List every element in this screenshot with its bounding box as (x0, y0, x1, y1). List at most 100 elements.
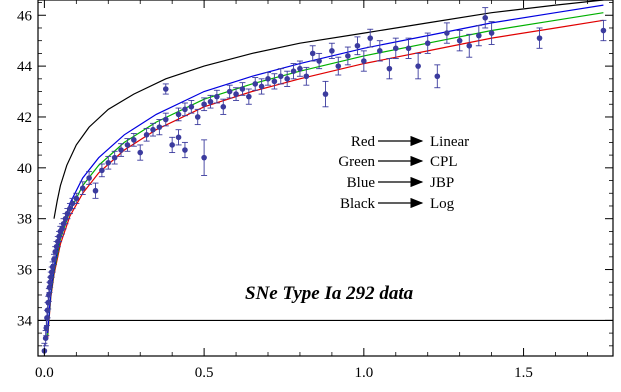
data-marker (482, 14, 489, 21)
data-marker (201, 154, 207, 161)
data-point (156, 119, 163, 136)
data-point (201, 97, 208, 112)
data-points-layer (41, 7, 607, 356)
data-point (162, 112, 169, 127)
data-point (92, 182, 99, 199)
data-point (175, 129, 182, 146)
data-marker (169, 142, 175, 148)
data-marker (309, 50, 316, 57)
data-marker (303, 73, 310, 80)
data-point (367, 28, 374, 48)
data-point (284, 70, 291, 87)
data-point (322, 80, 329, 108)
data-marker (99, 167, 105, 174)
data-point (536, 27, 543, 49)
data-point (443, 22, 450, 44)
data-marker (361, 58, 367, 64)
data-marker (51, 256, 57, 263)
data-marker (536, 35, 543, 41)
data-marker (265, 76, 271, 82)
legend: Red Linear Green CPL Blue JBP Black Log (338, 134, 469, 212)
legend-model-jbp: JBP (430, 175, 454, 191)
data-point (360, 50, 367, 72)
data-point (252, 77, 259, 91)
data-point (175, 107, 182, 122)
data-point (49, 261, 56, 273)
data-point (277, 68, 284, 85)
data-point (233, 87, 240, 101)
data-marker (233, 91, 239, 97)
data-point (303, 66, 310, 86)
data-point (475, 24, 482, 47)
data-marker (175, 134, 182, 141)
data-marker (297, 65, 303, 72)
data-point (456, 30, 463, 52)
data-point (86, 171, 93, 185)
data-marker (392, 45, 399, 52)
data-marker (182, 106, 188, 113)
data-marker (49, 264, 56, 270)
data-marker (377, 48, 383, 54)
data-marker (316, 58, 322, 64)
plot-frame (37, 0, 614, 357)
y-tick-label: 46 (17, 8, 33, 24)
data-marker (150, 126, 156, 133)
data-marker (105, 159, 112, 166)
data-point (143, 127, 150, 142)
data-marker (220, 104, 227, 110)
data-point (181, 102, 188, 117)
data-point (79, 181, 86, 195)
data-marker (424, 40, 431, 47)
data-point (118, 143, 125, 157)
data-marker (156, 124, 163, 130)
data-marker (277, 73, 284, 80)
data-point (181, 141, 188, 159)
data-point (335, 56, 342, 76)
data-point (213, 89, 220, 104)
data-marker (367, 35, 374, 41)
data-marker (476, 32, 482, 39)
data-marker (415, 63, 421, 69)
data-marker (345, 53, 351, 59)
data-point (207, 94, 214, 109)
data-marker (226, 88, 233, 95)
data-marker (188, 104, 195, 110)
data-marker (79, 185, 86, 191)
data-point (105, 155, 112, 170)
legend-model-log: Log (430, 196, 455, 212)
data-marker (258, 83, 265, 90)
data-marker (600, 27, 607, 34)
data-marker (284, 76, 290, 82)
legend-color-green: Green (338, 154, 375, 170)
data-marker (92, 187, 99, 194)
x-tick-label: 0.0 (35, 365, 54, 381)
data-marker (434, 73, 441, 80)
data-point (392, 37, 399, 59)
data-marker (162, 116, 169, 123)
data-marker (44, 307, 51, 314)
data-marker (488, 30, 495, 36)
data-marker (444, 30, 450, 36)
data-marker (162, 86, 169, 92)
data-point (482, 7, 489, 29)
data-marker (86, 175, 92, 181)
data-marker (322, 91, 329, 97)
data-point (434, 64, 441, 89)
data-point (130, 133, 137, 147)
data-marker (246, 93, 252, 100)
data-point (265, 72, 271, 86)
data-point (600, 19, 607, 42)
series-line-cpl (47, 12, 604, 336)
data-marker (124, 142, 131, 148)
data-marker (118, 147, 124, 153)
series-line-log (53, 0, 604, 219)
data-point (258, 78, 265, 95)
data-marker (354, 42, 361, 49)
x-tick-label: 1.0 (354, 365, 373, 381)
data-point (488, 21, 495, 45)
data-point (316, 52, 323, 70)
data-marker (456, 37, 463, 44)
data-marker (194, 114, 201, 120)
